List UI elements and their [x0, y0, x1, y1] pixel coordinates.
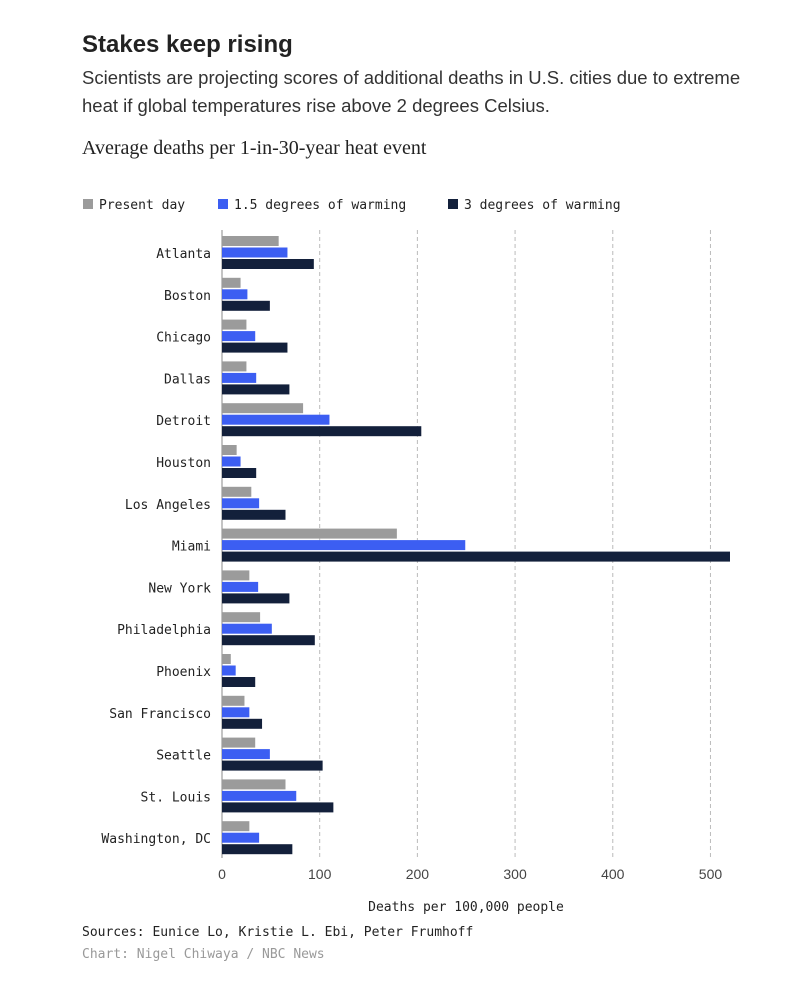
legend-swatch — [83, 199, 93, 209]
bar — [222, 319, 247, 330]
bar — [222, 593, 290, 604]
legend-label: 3 degrees of warming — [464, 198, 621, 213]
bar — [222, 570, 250, 581]
legend-swatch — [218, 199, 228, 209]
bar — [222, 749, 270, 760]
bar — [222, 361, 247, 372]
bar — [222, 695, 245, 706]
y-tick-label: Seattle — [156, 749, 211, 764]
y-tick-label: Houston — [156, 456, 211, 471]
bar — [222, 760, 323, 771]
bar — [222, 790, 297, 801]
bar — [222, 384, 290, 395]
bar — [222, 802, 334, 813]
y-tick-label: Miami — [172, 540, 211, 555]
y-tick-label: Detroit — [156, 414, 211, 429]
bar — [222, 540, 466, 551]
bar — [222, 468, 257, 478]
chart-subtitle: Average deaths per 1-in-30-year heat eve… — [82, 137, 427, 159]
legend-label: 1.5 degrees of warming — [234, 198, 406, 213]
bar — [222, 623, 272, 634]
y-tick-label: Washington, DC — [101, 832, 211, 847]
y-tick-label: San Francisco — [109, 707, 211, 722]
bar — [222, 289, 248, 300]
bar — [222, 821, 250, 832]
chart-title: Stakes keep rising — [82, 31, 293, 58]
bar — [222, 844, 293, 855]
y-tick-label: St. Louis — [141, 790, 211, 805]
bar — [222, 259, 314, 269]
bar — [222, 737, 256, 748]
subtitle: Scientists are projecting scores of addi… — [82, 67, 741, 116]
bar — [222, 612, 261, 623]
x-axis-label: Deaths per 100,000 people — [368, 900, 564, 915]
bar — [222, 677, 256, 687]
bar — [222, 426, 422, 437]
x-tick-label: 200 — [406, 866, 430, 882]
bar — [222, 445, 237, 455]
bar — [222, 300, 270, 311]
bar — [222, 486, 252, 497]
bar — [222, 498, 260, 509]
x-tick-label: 500 — [699, 866, 723, 882]
bar — [222, 718, 263, 729]
y-tick-label: Dallas — [164, 372, 211, 387]
bar — [222, 581, 259, 592]
bar — [222, 342, 288, 353]
y-tick-label: Phoenix — [156, 665, 211, 680]
bar — [222, 509, 286, 520]
subtitle-box: Scientists are projecting scores of addi… — [82, 67, 741, 116]
bar — [222, 277, 241, 288]
bar — [222, 528, 397, 539]
bar — [222, 414, 330, 425]
y-tick-label: Los Angeles — [125, 498, 211, 513]
x-tick-label: 100 — [308, 866, 332, 882]
bar — [222, 665, 236, 676]
legend-swatch — [448, 199, 458, 209]
bar — [222, 403, 304, 414]
bar — [222, 707, 250, 718]
bar — [222, 236, 279, 246]
bar — [222, 832, 260, 843]
x-tick-label: 0 — [218, 866, 226, 882]
y-tick-label: Atlanta — [156, 247, 211, 262]
credit: Chart: Nigel Chiwaya / NBC News — [82, 947, 325, 962]
source: Sources: Eunice Lo, Kristie L. Ebi, Pete… — [82, 925, 473, 940]
y-tick-label: Philadelphia — [117, 623, 211, 638]
x-tick-label: 400 — [601, 866, 625, 882]
y-tick-label: New York — [148, 581, 211, 596]
bar — [222, 654, 231, 664]
legend-label: Present day — [99, 198, 185, 213]
bar — [222, 331, 256, 342]
bar — [222, 247, 288, 258]
y-tick-label: Boston — [164, 289, 211, 304]
bar — [222, 779, 286, 790]
bar — [222, 372, 257, 383]
bar — [222, 551, 730, 562]
y-tick-label: Chicago — [156, 331, 211, 346]
bar — [222, 456, 241, 467]
x-tick-label: 300 — [503, 866, 527, 882]
bar — [222, 635, 315, 646]
